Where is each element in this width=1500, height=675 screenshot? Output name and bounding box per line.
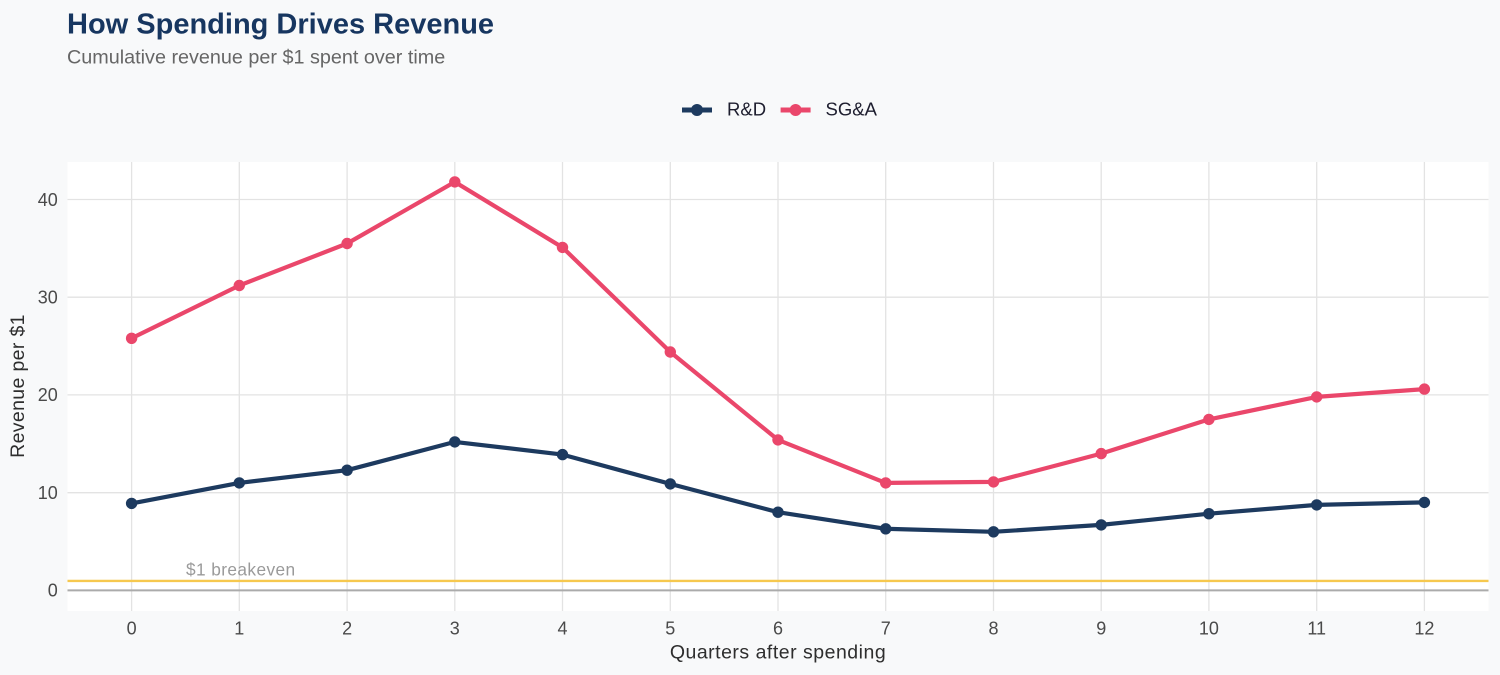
svg-text:6: 6 [773, 618, 783, 638]
svg-text:10: 10 [38, 483, 58, 503]
svg-text:5: 5 [665, 618, 675, 638]
svg-text:11: 11 [1307, 618, 1326, 638]
svg-text:10: 10 [1199, 618, 1219, 638]
svg-text:20: 20 [38, 385, 58, 405]
svg-text:$1 breakeven: $1 breakeven [186, 560, 296, 580]
svg-text:2: 2 [342, 618, 352, 638]
svg-text:4: 4 [557, 618, 567, 638]
svg-text:Cumulative revenue per $1 spen: Cumulative revenue per $1 spent over tim… [67, 47, 445, 69]
svg-text:8: 8 [988, 618, 998, 638]
svg-text:Quarters after spending: Quarters after spending [670, 642, 886, 664]
svg-text:9: 9 [1096, 618, 1106, 638]
svg-text:40: 40 [38, 190, 58, 210]
svg-text:How Spending Drives Revenue: How Spending Drives Revenue [67, 8, 494, 40]
svg-text:0: 0 [127, 618, 137, 638]
svg-text:7: 7 [881, 618, 891, 638]
svg-text:12: 12 [1414, 618, 1434, 638]
svg-text:SG&A: SG&A [826, 99, 878, 120]
svg-text:0: 0 [48, 581, 58, 601]
svg-text:30: 30 [38, 288, 58, 308]
svg-text:1: 1 [234, 618, 244, 638]
svg-text:3: 3 [450, 618, 460, 638]
svg-text:Revenue per $1: Revenue per $1 [7, 314, 29, 458]
svg-text:R&D: R&D [727, 99, 766, 120]
